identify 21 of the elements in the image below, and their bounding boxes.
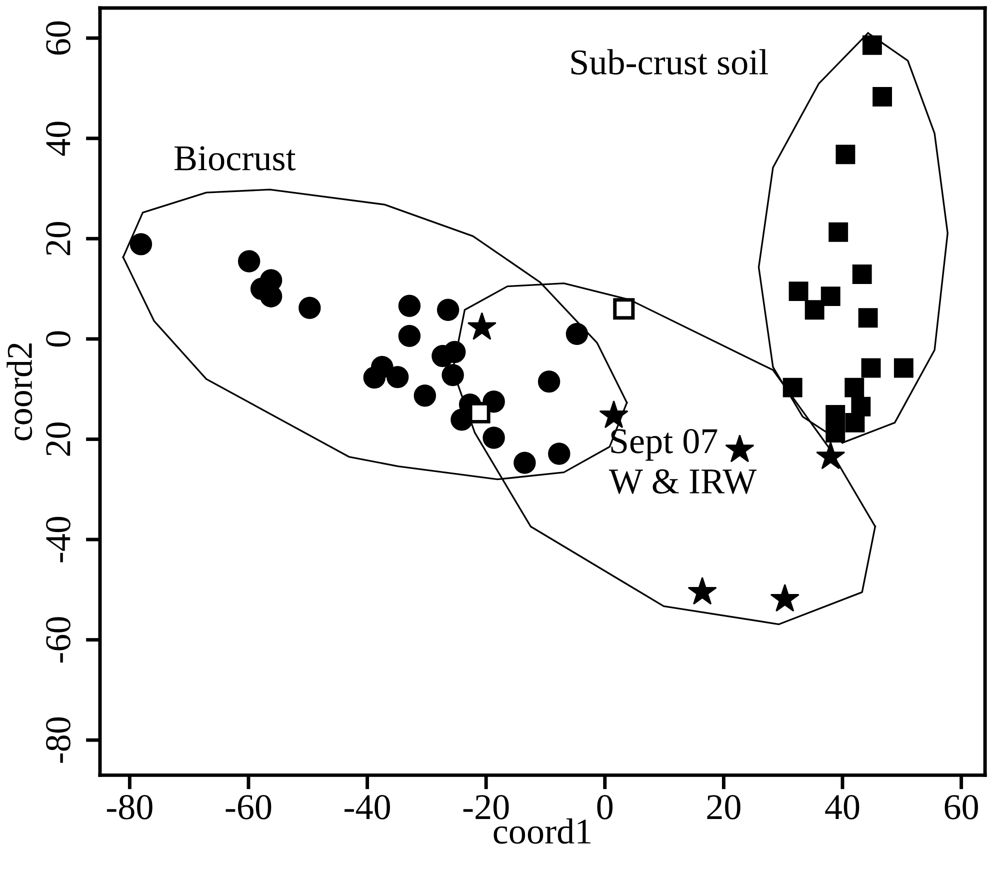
x-tick-label: -20 <box>463 794 509 820</box>
y-axis-title: coord2 <box>6 343 32 440</box>
y-tick-label: -60 <box>46 617 70 663</box>
x-tick-label: 40 <box>825 794 860 820</box>
x-tick-label: -80 <box>106 794 152 820</box>
y-tick-label: 20 <box>46 222 70 256</box>
x-tick-label: -60 <box>226 794 272 820</box>
y-tick-label: 0 <box>46 331 70 347</box>
x-tick-label: 60 <box>944 794 978 820</box>
y-tick-label: 20 <box>46 422 70 456</box>
y-tick-label: -80 <box>46 717 70 763</box>
x-tick-label: 20 <box>707 794 740 820</box>
annotation: Sept 07 W & IRW <box>608 429 757 494</box>
x-tick-label: 0 <box>597 794 613 820</box>
y-tick-label: 60 <box>46 21 70 55</box>
y-tick-label: -40 <box>46 516 70 562</box>
annotation: Biocrust <box>174 146 296 170</box>
annotation: Sub-crust soil <box>571 49 768 75</box>
x-axis-title: coord1 <box>494 818 590 844</box>
x-tick-label: -40 <box>344 794 390 820</box>
y-tick-label: 40 <box>46 122 70 156</box>
